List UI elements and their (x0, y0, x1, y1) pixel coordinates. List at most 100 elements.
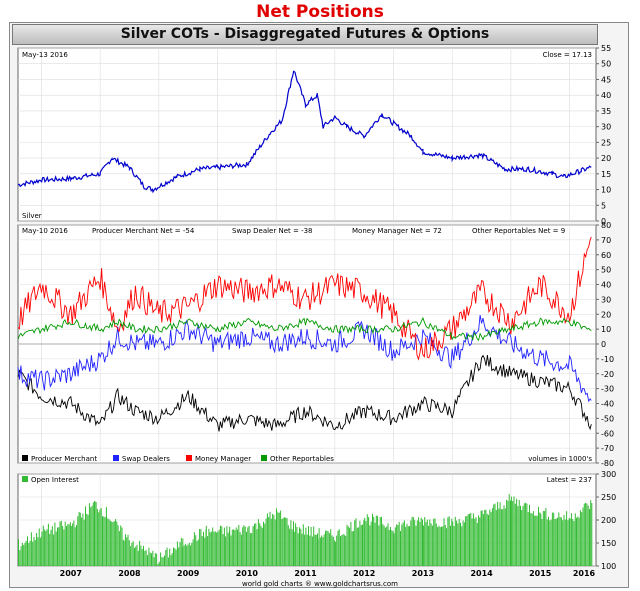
oi-bar (341, 535, 343, 566)
y-tick-label: -70 (601, 444, 614, 453)
oi-bar (474, 518, 476, 566)
oi-bar (81, 517, 83, 566)
oi-bar (171, 553, 173, 566)
oi-bar (418, 517, 420, 566)
x-tick-label: 2007 (60, 569, 82, 578)
oi-bar (254, 523, 255, 566)
oi-bar (74, 527, 76, 566)
oi-bar (306, 534, 308, 566)
oi-bar (98, 512, 100, 566)
oi-bar (497, 501, 499, 566)
oi-bar (237, 529, 238, 566)
oi-bar (280, 510, 282, 566)
oi-bar (334, 541, 336, 566)
oi-bar (557, 517, 558, 566)
oi-bar (64, 521, 66, 566)
oi-bar (204, 537, 206, 566)
oi-bar (387, 523, 389, 566)
oi-bar (235, 527, 237, 566)
oi-bar (493, 504, 495, 566)
oi-bar (188, 542, 190, 566)
oi-bar (259, 523, 261, 566)
y-tick-label: 40 (601, 281, 611, 290)
oi-bar (503, 505, 505, 566)
oi-bar (195, 535, 197, 566)
oi-bar (463, 522, 465, 566)
oi-bar (147, 554, 149, 566)
oi-bar (450, 525, 451, 566)
oi-bar (305, 527, 307, 566)
oi-bar (149, 552, 151, 566)
legend-swatch (186, 455, 192, 461)
y-tick-label: 40 (601, 91, 611, 100)
oi-bar (289, 528, 291, 566)
oi-bar (471, 518, 473, 566)
oi-bar (589, 509, 590, 566)
oi-bar (58, 527, 60, 566)
oi-bar (336, 535, 338, 566)
oi-bar (350, 522, 352, 566)
oi-bar (456, 520, 458, 566)
oi-bar (458, 519, 460, 566)
oi-bar (381, 516, 382, 566)
oi-bar (569, 518, 571, 566)
oi-bar (301, 533, 303, 566)
oi-bar (514, 503, 516, 566)
price-date-label: May-13 2016 (22, 51, 68, 59)
y-tick-label: 10 (601, 186, 611, 195)
oi-bar (242, 527, 244, 566)
oi-bar (485, 509, 487, 566)
swap-net-label: Swap Dealer Net = -38 (232, 227, 313, 235)
latest-label: Latest = 237 (547, 476, 592, 484)
x-tick-label: 2016 (573, 569, 596, 578)
oi-bar (360, 525, 362, 566)
oi-bar (73, 520, 75, 566)
oi-bar (476, 522, 478, 566)
y-tick-label: -40 (601, 400, 614, 409)
oi-bar (170, 555, 172, 566)
oi-bar (544, 511, 546, 566)
oi-bar (342, 534, 344, 566)
oi-bar (238, 525, 240, 566)
oi-bar (327, 531, 329, 566)
oi-bar (102, 516, 103, 566)
oi-bar (337, 530, 339, 566)
oi-bar (309, 535, 311, 566)
oi-bar (99, 509, 101, 566)
oi-bar (151, 553, 152, 566)
oi-bar (104, 517, 106, 566)
oi-bar (218, 529, 220, 566)
y-tick-label: 35 (601, 107, 611, 116)
oi-bar (24, 542, 26, 566)
oi-bar (272, 513, 274, 566)
oi-bar (192, 539, 194, 566)
oi-bar (244, 526, 246, 566)
oi-bar (213, 531, 215, 566)
oi-bar (416, 520, 418, 566)
legend-label: Other Reportables (270, 455, 334, 463)
oi-bar (551, 512, 553, 566)
oi-bar (77, 516, 79, 566)
oi-bar (285, 517, 287, 566)
oi-bar (398, 521, 400, 566)
oi-bar (554, 519, 556, 566)
y-tick-label: 45 (601, 75, 611, 84)
oi-bar (269, 511, 271, 566)
producer-net-label: Producer Merchant Net = -54 (92, 227, 195, 235)
oi-bar (314, 534, 316, 566)
y-tick-label: 200 (601, 516, 616, 525)
oi-bar (68, 524, 70, 566)
oi-bar (183, 545, 185, 566)
oi-bar (443, 518, 445, 566)
oi-bar (507, 500, 509, 566)
y-tick-label: -50 (601, 414, 614, 423)
y-tick-label: 0 (601, 217, 606, 226)
oi-bar (117, 525, 119, 566)
oi-bar (207, 536, 209, 566)
oi-bar (383, 525, 385, 566)
oi-bar (223, 527, 225, 566)
oi-bar (265, 518, 267, 566)
oi-bar (225, 536, 227, 566)
oi-bar (506, 499, 508, 566)
oi-bar (566, 511, 568, 566)
